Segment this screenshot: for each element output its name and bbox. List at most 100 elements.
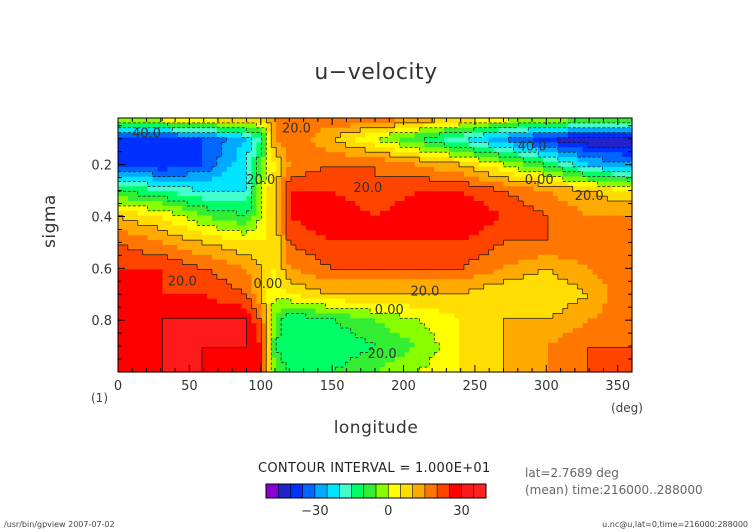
heatmap-cell (379, 259, 386, 266)
heatmap-cell (355, 137, 361, 144)
heatmap-cell (409, 142, 416, 148)
heatmap-cell (572, 303, 579, 310)
heatmap-cell (547, 235, 554, 241)
heatmap-cell (577, 347, 584, 354)
heatmap-cell (557, 161, 564, 168)
heatmap-cell (375, 142, 381, 148)
heatmap-cell (271, 166, 277, 173)
heatmap-cell (350, 308, 356, 314)
heatmap-cell (251, 186, 257, 192)
heatmap-cell (340, 259, 346, 266)
heatmap-cell (325, 332, 332, 339)
heatmap-cell (597, 269, 603, 275)
heatmap-cell (355, 122, 361, 129)
heatmap-cell (459, 122, 465, 129)
heatmap-cell (335, 245, 341, 251)
heatmap-cell (261, 157, 267, 163)
heatmap-cell (557, 157, 564, 163)
heatmap-cell (424, 215, 430, 222)
heatmap-cell (562, 142, 569, 148)
heatmap-cell (538, 318, 544, 324)
heatmap-cell (375, 205, 381, 212)
heatmap-cell (513, 313, 519, 319)
heatmap-cell (127, 303, 134, 310)
heatmap-cell (557, 220, 564, 227)
heatmap-cell (414, 264, 421, 271)
heatmap-cell (256, 235, 262, 241)
heatmap-cell (414, 269, 421, 275)
heatmap-cell (493, 308, 500, 314)
heatmap-cell (592, 318, 598, 324)
heatmap-cell (152, 142, 159, 148)
heatmap-cell (503, 308, 510, 314)
heatmap-cell (365, 132, 371, 139)
heatmap-cell (528, 132, 534, 139)
heatmap-cell (434, 220, 440, 227)
heatmap-cell (463, 279, 470, 285)
heatmap-cell (488, 240, 495, 246)
heatmap-cell (132, 186, 139, 192)
heatmap-cell (320, 298, 327, 305)
heatmap-cell (370, 122, 376, 129)
heatmap-cell (142, 127, 149, 134)
heatmap-cell (592, 298, 598, 305)
heatmap-cell (424, 142, 430, 148)
heatmap-cell (172, 186, 178, 192)
heatmap-cell (295, 284, 302, 290)
heatmap-cell (434, 249, 440, 256)
heatmap-cell (379, 147, 386, 153)
heatmap-cell (315, 152, 322, 158)
heatmap-cell (315, 284, 322, 290)
heatmap-cell (226, 269, 233, 275)
heatmap-cell (152, 137, 159, 144)
heatmap-cell (197, 157, 203, 163)
heatmap-cell (498, 254, 505, 261)
heatmap-cell (177, 337, 183, 344)
heatmap-cell (562, 254, 569, 261)
heatmap-cell (305, 269, 312, 275)
heatmap-cell (286, 313, 292, 319)
heatmap-cell (434, 137, 440, 144)
heatmap-cell (340, 347, 346, 354)
heatmap-cell (226, 288, 233, 295)
heatmap-cell (557, 269, 564, 275)
heatmap-cell (572, 308, 579, 314)
heatmap-cell (300, 274, 307, 280)
heatmap-cell (449, 328, 455, 334)
heatmap-cell (241, 176, 248, 183)
heatmap-cell (543, 137, 549, 144)
heatmap-cell (256, 181, 262, 187)
heatmap-cell (577, 240, 584, 246)
heatmap-cell (592, 269, 598, 275)
heatmap-cell (493, 161, 500, 168)
heatmap-cell (197, 293, 203, 300)
heatmap-cell (251, 259, 257, 266)
heatmap-cell (498, 342, 505, 349)
heatmap-cell (478, 254, 485, 261)
heatmap-cell (295, 230, 302, 236)
heatmap-cell (399, 240, 406, 246)
heatmap-cell (206, 298, 213, 305)
heatmap-cell (335, 342, 341, 349)
heatmap-cell (276, 254, 282, 261)
heatmap-cell (182, 161, 188, 168)
heatmap-cell (473, 176, 480, 183)
heatmap-cell (360, 171, 366, 178)
heatmap-cell (192, 127, 198, 134)
heatmap-cell (577, 279, 584, 285)
heatmap-cell (567, 220, 574, 227)
heatmap-cell (459, 196, 465, 202)
heatmap-cell (627, 323, 633, 329)
heatmap-cell (488, 176, 495, 183)
heatmap-cell (276, 215, 282, 222)
heatmap-cell (320, 249, 327, 256)
heatmap-cell (197, 249, 203, 256)
heatmap-cell (439, 230, 445, 236)
heatmap-cell (122, 337, 129, 344)
heatmap-cell (503, 225, 510, 231)
heatmap-cell (197, 342, 203, 349)
heatmap-cell (513, 210, 519, 217)
heatmap-cell (488, 161, 495, 168)
heatmap-cell (483, 249, 490, 256)
heatmap-cell (276, 118, 282, 124)
